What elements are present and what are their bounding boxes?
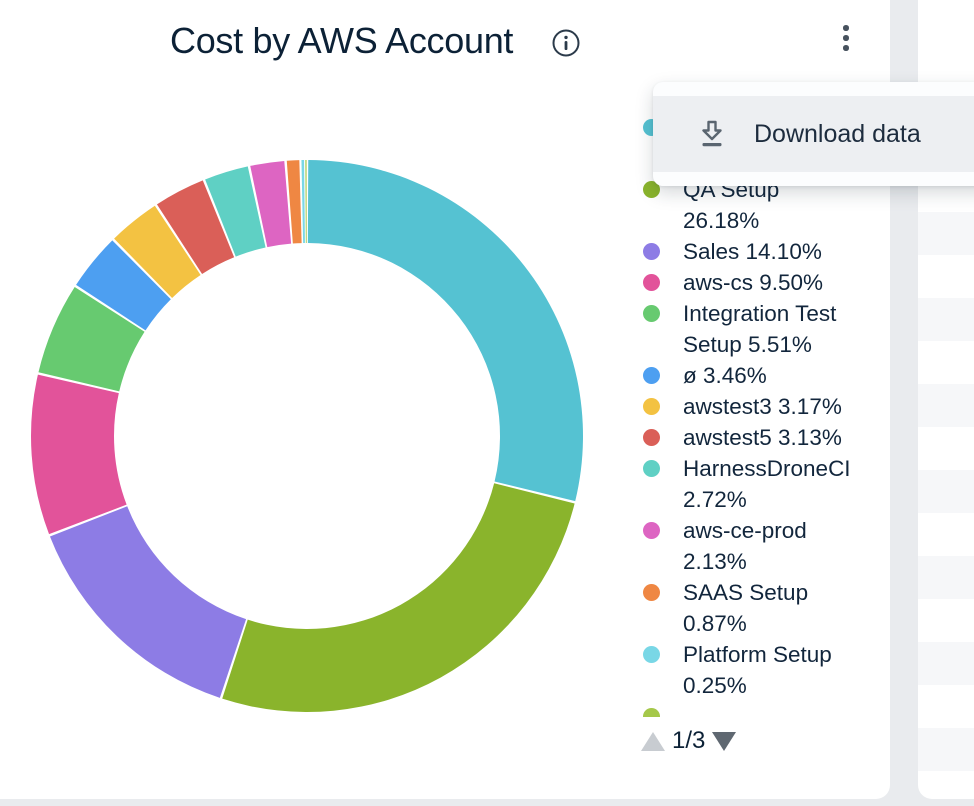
donut-segment-platform-setup[interactable] (301, 160, 305, 244)
legend-label: HarnessDroneCI 2.72% (683, 456, 851, 512)
donut-segment-harnessdroneci[interactable] (205, 166, 266, 257)
info-icon[interactable] (551, 28, 581, 58)
legend-item-aws-cs[interactable]: aws-cs 9.50% (643, 267, 883, 298)
page-down-button[interactable] (712, 731, 737, 751)
legend-label: Sales 14.10% (683, 239, 822, 264)
donut-segment-aws-cs[interactable] (31, 374, 127, 535)
page-count: 1/3 (672, 727, 706, 754)
donut-segment-qa-setup[interactable] (222, 483, 575, 712)
legend-dot (643, 181, 660, 198)
table-row-stripes (918, 212, 974, 785)
legend-label: awstest3 3.17% (683, 394, 842, 419)
legend-item-integration-test-setup[interactable]: Integration Test Setup 5.51% (643, 298, 883, 360)
legend-dot (643, 243, 660, 260)
donut-segment-integration-test-setup[interactable] (38, 286, 145, 392)
legend-label: ø 3.46% (683, 363, 767, 388)
legend-label: Integration Test Setup 5.51% (683, 301, 837, 357)
legend-item--[interactable]: ø 3.46% (643, 360, 883, 391)
legend-item-saas-setup[interactable]: SAAS Setup 0.87% (643, 577, 883, 639)
download-icon (698, 119, 726, 149)
donut-chart (12, 142, 602, 732)
legend-item-awstest3[interactable]: awstest3 3.17% (643, 391, 883, 422)
kebab-menu-button[interactable] (831, 15, 861, 61)
kebab-dot (843, 35, 849, 41)
donut-segment-saas-setup[interactable] (286, 160, 302, 244)
legend-dot (643, 429, 660, 446)
legend-item-aws-ce-prod[interactable]: aws-ce-prod 2.13% (643, 515, 883, 577)
legend-item-harnessdroneci[interactable]: HarnessDroneCI 2.72% (643, 453, 883, 515)
donut-segment-awstest3[interactable] (114, 205, 201, 298)
donut-segment-aws-ce-prod[interactable] (250, 160, 292, 248)
legend-dot (643, 274, 660, 291)
legend-item-occluded-12[interactable] (643, 701, 883, 717)
legend-item-sales[interactable]: Sales 14.10% (643, 236, 883, 267)
chart-legend: QA Setup 26.18% Sales 14.10% aws-cs 9.50% In… (643, 112, 883, 717)
chart-title: Cost by AWS Account (170, 20, 514, 61)
kebab-dot (843, 25, 849, 31)
legend-label (683, 701, 851, 717)
chart-options-popover: Download data (653, 82, 974, 186)
legend-dot (643, 522, 660, 539)
legend-item-awstest5[interactable]: awstest5 3.13% (643, 422, 883, 453)
legend-item-platform-setup[interactable]: Platform Setup 0.25% (643, 639, 883, 701)
page-up-button[interactable] (641, 731, 665, 751)
legend-dot (643, 367, 660, 384)
legend-dot (643, 305, 660, 322)
donut-segment-0[interactable] (307, 160, 584, 502)
donut-segment--[interactable] (76, 240, 171, 331)
donut-segment-12[interactable] (305, 160, 307, 243)
legend-label: SAAS Setup 0.87% (683, 580, 809, 636)
donut-segment-sales[interactable] (49, 506, 247, 698)
legend-label: awstest5 3.13% (683, 425, 842, 450)
legend-label: aws-cs 9.50% (683, 270, 824, 295)
legend-dot (643, 708, 660, 717)
legend-label: aws-ce-prod 2.13% (683, 518, 807, 574)
download-data-label: Download data (754, 119, 921, 148)
kebab-dot (843, 45, 849, 51)
legend-pagination: 1/3 (641, 727, 737, 755)
legend-dot (643, 460, 660, 477)
legend-label: Platform Setup 0.25% (683, 642, 832, 698)
download-data-menu-item[interactable]: Download data (653, 96, 974, 172)
legend-dot (643, 646, 660, 663)
legend-dot (643, 584, 660, 601)
legend-dot (643, 398, 660, 415)
donut-segment-awstest5[interactable] (156, 180, 235, 275)
